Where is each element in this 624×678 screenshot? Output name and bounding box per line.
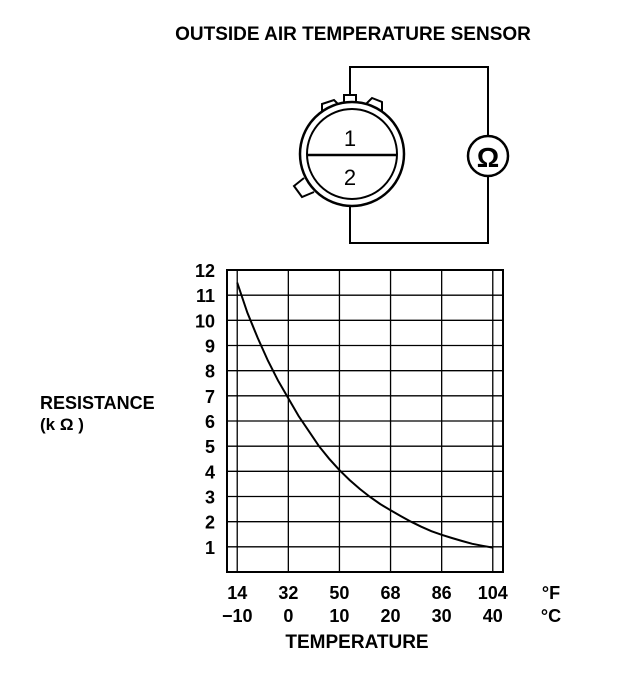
x-tick-label-f: 104 (478, 583, 508, 603)
resistance-curve (236, 282, 493, 549)
sensor-diagram: Ω 1 2 (292, 66, 510, 244)
x-unit-f: °F (542, 583, 560, 603)
y-tick-label: 9 (205, 337, 215, 357)
y-tick-label: 3 (205, 488, 215, 508)
ohmmeter-icon (466, 134, 510, 178)
connector-latch (292, 177, 315, 199)
pin-1-label: 1 (344, 126, 356, 151)
y-tick-label: 4 (205, 462, 215, 482)
x-tick-label-f: 50 (329, 583, 349, 603)
circuit-wire (349, 177, 489, 244)
y-tick-label: 6 (205, 412, 215, 432)
y-axis-unit: (k Ω ) (40, 415, 84, 434)
circuit-wire (349, 66, 489, 135)
y-tick-label: 5 (205, 437, 215, 457)
x-unit-c: °C (541, 606, 561, 626)
pin-2-label: 2 (344, 165, 356, 190)
x-tick-label-c: 30 (432, 606, 452, 626)
x-tick-label-f: 68 (381, 583, 401, 603)
y-tick-label: 1 (205, 538, 215, 558)
y-tick-label: 2 (205, 513, 215, 533)
x-tick-label-f: 32 (278, 583, 298, 603)
y-axis-label: RESISTANCE (40, 393, 155, 413)
x-tick-label-f: 14 (227, 583, 247, 603)
x-tick-label-c: 10 (329, 606, 349, 626)
x-axis-label: TEMPERATURE (285, 632, 428, 653)
ohmmeter-symbol: Ω (477, 142, 499, 173)
x-tick-labels: 14 −10 32 0 50 10 68 20 86 30 104 40 °F °C (222, 583, 561, 626)
page-title: OUTSIDE AIR TEMPERATURE SENSOR (175, 24, 531, 45)
x-tick-label-c: 0 (283, 606, 293, 626)
x-tick-label-f: 86 (432, 583, 452, 603)
y-tick-label: 11 (196, 286, 215, 306)
chart-frame (226, 269, 504, 573)
y-tick-label: 8 (205, 362, 215, 382)
x-tick-label-c: 40 (483, 606, 503, 626)
y-tick-label: 7 (205, 387, 215, 407)
chart-grid (227, 269, 503, 572)
x-tick-label-c: −10 (222, 606, 253, 626)
y-tick-label: 12 (195, 261, 215, 281)
x-tick-label-c: 20 (381, 606, 401, 626)
y-tick-label: 10 (195, 311, 215, 331)
